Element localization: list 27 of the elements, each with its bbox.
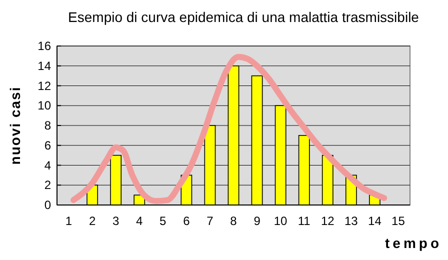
y-tick-label: 16 bbox=[38, 39, 52, 53]
x-tick-label: 4 bbox=[136, 214, 144, 228]
y-tick-label: 6 bbox=[44, 138, 52, 152]
y-tick-label: 4 bbox=[44, 158, 52, 172]
y-tick-label: 14 bbox=[38, 58, 52, 73]
y-tick-label: 10 bbox=[38, 98, 52, 113]
x-tick-label: 6 bbox=[183, 214, 190, 228]
x-tick-label: 12 bbox=[320, 214, 335, 228]
x-tick-label: 13 bbox=[344, 214, 358, 228]
y-tick-label: 12 bbox=[38, 78, 52, 93]
x-tick-label: 3 bbox=[112, 214, 120, 228]
x-tick-label: 14 bbox=[368, 214, 382, 228]
y-tick-label: 0 bbox=[44, 198, 52, 212]
chart-title: Esempio di curva epidemica di una malattia trasmissibile bbox=[68, 9, 420, 25]
x-tick-label: 11 bbox=[298, 214, 311, 228]
x-tick-label: 2 bbox=[88, 214, 96, 228]
x-tick-label: 10 bbox=[274, 214, 288, 228]
y-tick-label: 2 bbox=[44, 178, 52, 192]
y-axis-title: nuovi casi bbox=[7, 86, 23, 165]
x-tick-label: 5 bbox=[160, 214, 167, 228]
x-tick-label: 7 bbox=[206, 214, 214, 228]
x-tick-label: 8 bbox=[230, 214, 238, 228]
x-tick-label: 9 bbox=[254, 214, 261, 228]
x-axis-title: tempo bbox=[385, 235, 442, 251]
x-tick-label: 15 bbox=[392, 214, 406, 228]
y-tick-label: 8 bbox=[44, 118, 52, 132]
x-tick-label: 1 bbox=[65, 214, 72, 228]
